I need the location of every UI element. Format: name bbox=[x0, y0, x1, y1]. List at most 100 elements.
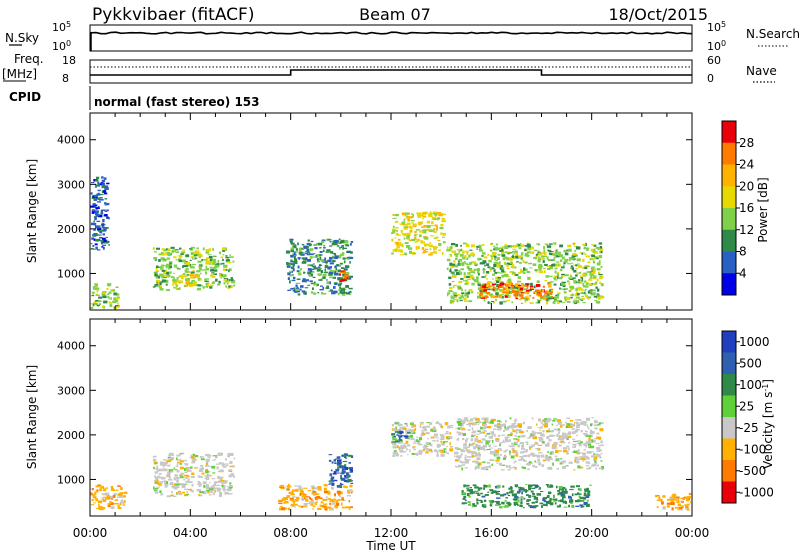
data-cell bbox=[570, 296, 573, 299]
data-cell bbox=[310, 291, 314, 294]
data-cell bbox=[407, 444, 411, 447]
data-cell bbox=[659, 498, 663, 502]
data-cell bbox=[517, 438, 520, 442]
data-cell bbox=[305, 496, 310, 498]
data-cell bbox=[541, 505, 543, 508]
data-cell bbox=[221, 481, 225, 484]
data-cell bbox=[104, 242, 109, 244]
data-cell bbox=[520, 292, 525, 294]
data-cell bbox=[392, 445, 397, 449]
data-cell bbox=[170, 470, 174, 473]
data-cell bbox=[104, 214, 108, 216]
data-cell bbox=[567, 423, 571, 427]
data-cell bbox=[414, 231, 417, 234]
data-cell bbox=[471, 427, 474, 431]
data-cell bbox=[324, 268, 327, 272]
data-cell bbox=[212, 247, 214, 251]
data-cell bbox=[587, 492, 590, 495]
data-cell bbox=[497, 287, 500, 290]
data-cell bbox=[465, 243, 468, 245]
data-cell bbox=[117, 504, 120, 508]
data-cell bbox=[504, 499, 507, 502]
data-cell bbox=[508, 434, 512, 436]
time-tick-label: 12:00 bbox=[374, 526, 409, 540]
data-cell bbox=[499, 265, 504, 269]
data-cell bbox=[599, 444, 605, 446]
data-cell bbox=[394, 422, 399, 425]
data-cell bbox=[160, 257, 165, 261]
data-cell bbox=[489, 288, 494, 290]
data-cell bbox=[154, 489, 157, 492]
data-cell bbox=[348, 287, 353, 290]
data-cell bbox=[590, 258, 593, 260]
data-cell bbox=[536, 499, 539, 501]
data-cell bbox=[477, 465, 481, 467]
data-cell bbox=[154, 487, 159, 489]
data-cell bbox=[404, 435, 409, 438]
data-cell bbox=[475, 443, 479, 447]
data-cell bbox=[118, 496, 124, 498]
data-cell bbox=[489, 447, 494, 449]
data-cell bbox=[490, 242, 494, 245]
data-cell bbox=[569, 285, 574, 289]
data-cell bbox=[314, 502, 317, 505]
data-cell bbox=[514, 418, 517, 422]
data-cell bbox=[219, 251, 222, 255]
data-cell bbox=[333, 272, 339, 276]
data-cell bbox=[531, 501, 536, 504]
data-cell bbox=[304, 287, 309, 289]
data-cell bbox=[294, 499, 299, 502]
data-cell bbox=[168, 476, 171, 479]
data-cell bbox=[421, 247, 425, 250]
data-cell bbox=[468, 262, 473, 265]
data-cell bbox=[216, 489, 221, 492]
data-cell bbox=[122, 502, 125, 505]
data-cell bbox=[587, 441, 592, 444]
data-cell bbox=[307, 268, 312, 271]
data-cell bbox=[548, 428, 551, 430]
data-cell bbox=[108, 301, 111, 304]
data-cell bbox=[446, 452, 450, 455]
data-cell bbox=[395, 441, 400, 443]
data-cell bbox=[504, 251, 508, 254]
data-cell bbox=[662, 495, 666, 498]
data-cell bbox=[339, 485, 343, 489]
data-cell bbox=[566, 301, 571, 303]
data-cell bbox=[310, 503, 314, 506]
data-cell bbox=[571, 254, 575, 258]
data-cell bbox=[524, 299, 527, 303]
data-cell bbox=[339, 286, 341, 289]
data-cell bbox=[476, 455, 481, 457]
data-cell bbox=[341, 506, 346, 509]
data-cell bbox=[227, 488, 232, 492]
data-cell bbox=[520, 243, 522, 246]
data-cell bbox=[582, 452, 586, 455]
data-cell bbox=[589, 451, 595, 453]
data-cell bbox=[521, 491, 523, 495]
data-cell bbox=[500, 284, 504, 288]
data-cell bbox=[579, 252, 583, 254]
data-cell bbox=[464, 283, 469, 285]
data-cell bbox=[205, 465, 210, 467]
data-cell bbox=[156, 247, 160, 250]
velocity-y-axis-label: Slant Range [km] bbox=[25, 365, 39, 469]
data-cell bbox=[319, 264, 323, 266]
data-cell bbox=[165, 484, 169, 486]
data-cell bbox=[393, 428, 397, 432]
colorbar-label: -500 bbox=[739, 464, 766, 478]
data-cell bbox=[323, 487, 327, 491]
data-cell bbox=[571, 432, 575, 434]
data-cell bbox=[460, 427, 465, 431]
data-cell bbox=[542, 260, 545, 263]
data-cell bbox=[583, 457, 586, 461]
data-cell bbox=[155, 477, 158, 480]
data-cell bbox=[92, 493, 97, 495]
data-cell bbox=[348, 291, 350, 294]
data-cell bbox=[342, 273, 344, 277]
data-cell bbox=[517, 280, 521, 283]
data-cell bbox=[392, 443, 394, 445]
data-cell bbox=[212, 459, 215, 461]
data-cell bbox=[560, 259, 563, 262]
data-cell bbox=[207, 471, 211, 473]
data-cell bbox=[511, 443, 514, 445]
